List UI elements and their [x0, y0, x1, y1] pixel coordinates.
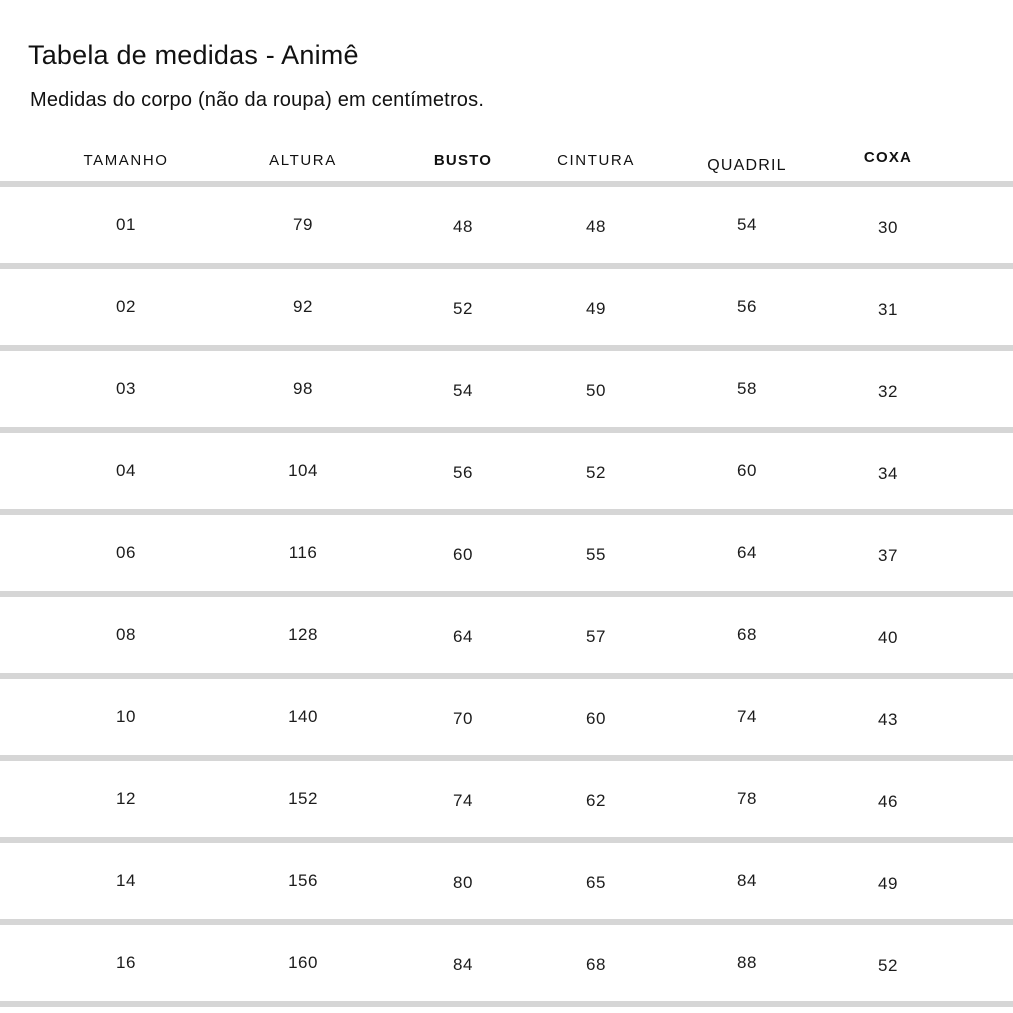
- table-row: 03 98 54 50 58 32: [0, 345, 1013, 427]
- row-divider: [0, 509, 1013, 515]
- table-cell-quadril: 56: [737, 297, 757, 316]
- table-row: 14 156 80 65 84 49: [0, 837, 1013, 919]
- row-divider: [0, 345, 1013, 351]
- table-cell-quadril: 78: [737, 789, 757, 808]
- row-divider: [0, 181, 1013, 187]
- table-cell-altura: 152: [288, 789, 318, 808]
- row-divider: [0, 427, 1013, 433]
- table-cell-size: 08: [116, 625, 136, 644]
- table-row: 04 104 56 52 60 34: [0, 427, 1013, 509]
- table-cell-cintura: 49: [586, 299, 606, 318]
- row-divider: [0, 837, 1013, 843]
- table-cell-cintura: 68: [586, 955, 606, 974]
- table-cell-coxa: 34: [878, 464, 898, 483]
- table-cell-altura: 92: [293, 297, 313, 316]
- table-cell-quadril: 60: [737, 461, 757, 480]
- table-cell-altura: 128: [288, 625, 318, 644]
- table-cell-busto: 74: [453, 791, 473, 810]
- table-row: 10 140 70 60 74 43: [0, 673, 1013, 755]
- row-divider: [0, 591, 1013, 597]
- table-row: 02 92 52 49 56 31: [0, 263, 1013, 345]
- table-row: 08 128 64 57 68 40: [0, 591, 1013, 673]
- table-cell-altura: 116: [288, 543, 318, 562]
- table-cell-quadril: 58: [737, 379, 757, 398]
- table-cell-busto: 52: [453, 299, 473, 318]
- table-cell-cintura: 52: [586, 463, 606, 482]
- table-cell-cintura: 62: [586, 791, 606, 810]
- table-cell-size: 10: [116, 707, 136, 726]
- table-bottom-divider: [0, 1001, 1013, 1007]
- row-divider: [0, 673, 1013, 679]
- table-cell-quadril: 54: [737, 215, 757, 234]
- table-row: 12 152 74 62 78 46: [0, 755, 1013, 837]
- table-cell-cintura: 60: [586, 709, 606, 728]
- column-header-busto: BUSTO: [433, 152, 493, 169]
- table-cell-altura: 104: [288, 461, 318, 480]
- table-cell-busto: 56: [453, 463, 473, 482]
- table-cell-coxa: 46: [878, 792, 898, 811]
- table-cell-size: 03: [116, 379, 136, 398]
- table-cell-altura: 160: [288, 953, 318, 972]
- table-cell-cintura: 50: [586, 381, 606, 400]
- table-cell-busto: 48: [453, 217, 473, 236]
- row-divider: [0, 263, 1013, 269]
- table-cell-busto: 64: [453, 627, 473, 646]
- column-header-altura: ALTURA: [269, 152, 337, 169]
- table-cell-size: 04: [116, 461, 136, 480]
- measurement-table: TAMANHO ALTURA BUSTO CINTURA QUADRIL COX…: [0, 140, 1013, 1007]
- page-subtitle: Medidas do corpo (não da roupa) em centí…: [30, 89, 485, 111]
- row-divider: [0, 755, 1013, 761]
- table-cell-coxa: 49: [878, 874, 898, 893]
- table-row: 06 116 60 55 64 37: [0, 509, 1013, 591]
- table-cell-size: 02: [116, 297, 136, 316]
- table-cell-altura: 156: [288, 871, 318, 890]
- table-cell-quadril: 84: [737, 871, 757, 890]
- table-cell-size: 14: [116, 871, 136, 890]
- table-cell-size: 12: [116, 789, 136, 808]
- table-cell-quadril: 64: [737, 543, 757, 562]
- table-cell-busto: 70: [453, 709, 473, 728]
- table-cell-altura: 98: [293, 379, 313, 398]
- table-cell-cintura: 55: [586, 545, 606, 564]
- table-cell-size: 06: [116, 543, 136, 562]
- table-cell-quadril: 68: [737, 625, 757, 644]
- table-cell-coxa: 37: [878, 546, 898, 565]
- table-cell-coxa: 43: [878, 710, 898, 729]
- table-cell-quadril: 88: [737, 953, 757, 972]
- page-title: Tabela de medidas - Animê: [28, 40, 359, 70]
- table-cell-size: 01: [116, 215, 136, 234]
- table-cell-coxa: 40: [878, 628, 898, 647]
- table-cell-size: 16: [116, 953, 136, 972]
- table-cell-altura: 140: [288, 707, 318, 726]
- table-cell-coxa: 32: [878, 382, 898, 401]
- table-cell-coxa: 52: [878, 956, 898, 975]
- table-cell-busto: 80: [453, 873, 473, 892]
- table-cell-busto: 60: [453, 545, 473, 564]
- table-row: 01 79 48 48 54 30: [0, 181, 1013, 263]
- table-cell-coxa: 30: [878, 218, 898, 237]
- table-cell-cintura: 57: [586, 627, 606, 646]
- table-cell-busto: 54: [453, 381, 473, 400]
- table-cell-busto: 84: [453, 955, 473, 974]
- row-divider: [0, 919, 1013, 925]
- column-header-cintura: CINTURA: [557, 152, 635, 169]
- column-header-tamanho: TAMANHO: [83, 152, 169, 169]
- table-cell-quadril: 74: [737, 707, 757, 726]
- table-cell-cintura: 48: [586, 217, 606, 236]
- column-header-quadril: QUADRIL: [707, 156, 787, 174]
- table-cell-coxa: 31: [878, 300, 898, 319]
- table-header-row: TAMANHO ALTURA BUSTO CINTURA QUADRIL COX…: [0, 140, 1013, 181]
- table-row: 16 160 84 68 88 52: [0, 919, 1013, 1001]
- column-header-coxa: COXA: [863, 149, 913, 166]
- table-cell-altura: 79: [293, 215, 313, 234]
- table-cell-cintura: 65: [586, 873, 606, 892]
